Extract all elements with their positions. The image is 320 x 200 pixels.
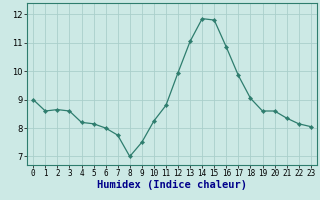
X-axis label: Humidex (Indice chaleur): Humidex (Indice chaleur) [97, 180, 247, 190]
